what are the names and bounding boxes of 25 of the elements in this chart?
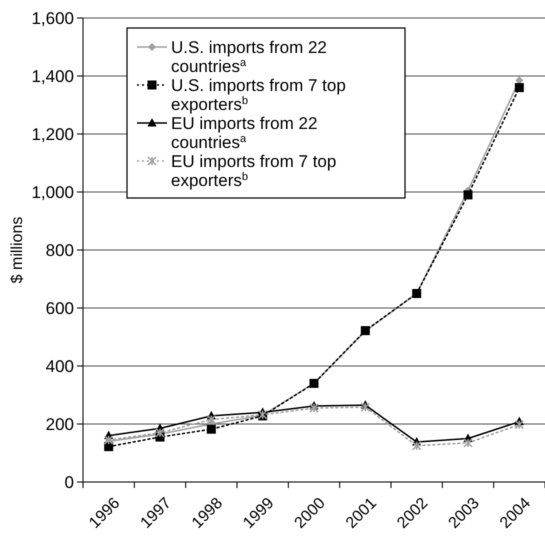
y-tick-label: 1,600 — [31, 8, 74, 28]
point — [155, 428, 165, 438]
y-tick-label: 400 — [46, 356, 74, 376]
point — [464, 190, 472, 200]
point — [463, 438, 473, 448]
y-axis-title: $ millions — [9, 216, 26, 284]
point — [514, 83, 524, 92]
legend-label: EU imports from 7 top exporters$^{b}$ — [171, 152, 336, 190]
y-tick-label: 1,400 — [31, 66, 74, 86]
y-tick-label: 600 — [46, 298, 74, 318]
point — [514, 420, 524, 430]
legend-label: U.S. imports from 22 countries$^{a}$ — [171, 38, 327, 76]
y-tick-label: 800 — [46, 240, 74, 260]
point — [206, 414, 216, 424]
y-tick-label: 1,200 — [31, 124, 74, 144]
y-tick-label: 0 — [64, 472, 74, 492]
y-tick-label: 1,000 — [31, 182, 74, 202]
point — [206, 424, 216, 434]
y-tick-label: 200 — [46, 414, 74, 434]
point — [360, 402, 370, 412]
legend-label: EU imports from 22 countries$^{a}$ — [171, 114, 318, 152]
point — [412, 441, 422, 450]
point — [515, 76, 524, 84]
legend-label: U.S. imports from 7 top exporters$^{b}$ — [171, 76, 346, 114]
point — [309, 403, 319, 413]
